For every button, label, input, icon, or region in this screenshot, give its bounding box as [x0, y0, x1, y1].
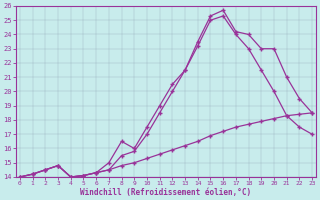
X-axis label: Windchill (Refroidissement éolien,°C): Windchill (Refroidissement éolien,°C) [80, 188, 252, 197]
